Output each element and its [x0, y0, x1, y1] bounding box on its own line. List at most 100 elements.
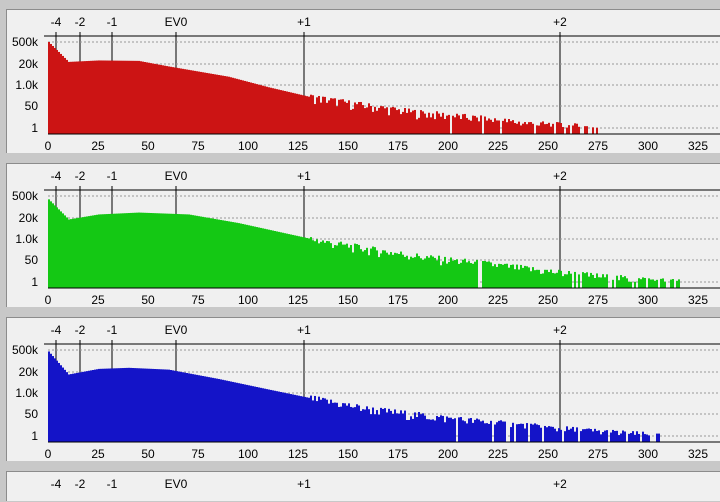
histogram-bar — [190, 214, 192, 288]
histogram-bar — [600, 277, 602, 288]
histogram-bar — [106, 368, 108, 442]
histogram-bar — [72, 373, 74, 442]
histogram-bar — [420, 414, 422, 442]
histogram-bar — [380, 106, 382, 134]
histogram-bar — [310, 94, 312, 134]
histogram-bar — [612, 279, 614, 288]
histogram-bar — [612, 429, 614, 442]
histogram-bar — [536, 269, 538, 288]
histogram-bar — [366, 107, 368, 134]
histogram-bar — [382, 408, 384, 442]
histogram-bar — [72, 61, 74, 134]
x-tick-label: 250 — [538, 293, 558, 307]
histogram-bar — [460, 417, 462, 442]
histogram-bar — [620, 275, 622, 288]
histogram-bar — [162, 65, 164, 134]
histogram-bar — [388, 408, 390, 442]
histogram-bar — [506, 263, 508, 288]
histogram-bar — [268, 229, 270, 288]
histogram-bar — [522, 267, 524, 288]
histogram-bar — [332, 98, 334, 134]
histogram-bar — [498, 120, 500, 134]
histogram-bar — [162, 213, 164, 288]
histogram-bar — [520, 125, 522, 134]
x-tick-label: 0 — [45, 139, 52, 153]
histogram-bar — [394, 252, 396, 288]
x-tick-label: 275 — [588, 139, 608, 153]
histogram-bar — [484, 116, 486, 134]
histogram-bar — [510, 121, 512, 134]
histogram-bar — [312, 400, 314, 442]
histogram-bar — [74, 218, 76, 288]
ev-label: -1 — [107, 169, 118, 183]
x-tick-label: 200 — [438, 447, 458, 461]
histogram-bar — [220, 379, 222, 442]
histogram-bar — [128, 60, 130, 135]
histogram-bar — [308, 238, 310, 288]
histogram-bar — [98, 214, 100, 288]
histogram-bar — [456, 259, 458, 288]
histogram-bar — [492, 266, 494, 288]
histogram-bar — [294, 235, 296, 288]
histogram-bar — [136, 60, 138, 134]
histogram-bar — [440, 116, 442, 134]
histogram-bar — [180, 371, 182, 442]
histogram-bar — [132, 367, 134, 442]
histogram-bar — [518, 269, 520, 288]
histogram-bar — [446, 115, 448, 134]
histogram-bar — [122, 368, 124, 442]
histogram-bar — [74, 61, 76, 135]
histogram-bar — [282, 232, 284, 288]
histogram-bar — [50, 353, 52, 442]
histogram-bar — [354, 407, 356, 442]
histogram-bar — [108, 368, 110, 442]
histogram-bar — [212, 218, 214, 288]
histogram-bar — [540, 122, 542, 134]
histogram-bar — [458, 417, 460, 442]
histogram-bar — [124, 60, 126, 134]
histogram-bar — [488, 118, 490, 134]
histogram-bar — [170, 213, 172, 288]
histogram-bar — [522, 123, 524, 134]
histogram-bar — [228, 381, 230, 442]
histogram-bar — [322, 240, 324, 288]
histogram-bar — [344, 244, 346, 288]
histogram-bar — [548, 272, 550, 288]
histogram-bar — [466, 262, 468, 288]
histogram-bar — [496, 120, 498, 134]
histogram-bar — [150, 368, 152, 442]
histogram-bar — [154, 368, 156, 442]
histogram-bar — [316, 401, 318, 442]
histogram-bar — [344, 101, 346, 134]
histogram-luminance-chart: -4 -2 -1 EV0 +1 +2 — [51, 477, 568, 491]
x-tick-label: 325 — [688, 447, 708, 461]
histogram-bar — [532, 424, 534, 442]
histogram-bar — [408, 108, 410, 134]
histogram-bar — [470, 120, 472, 134]
histogram-bar — [314, 241, 316, 288]
histogram-bar — [506, 122, 508, 134]
histogram-bar — [396, 253, 398, 288]
x-tick-label: 0 — [45, 447, 52, 461]
histogram-bar — [172, 370, 174, 442]
histogram-bar — [334, 98, 336, 134]
histogram-bar — [372, 246, 374, 288]
histogram-bar — [562, 127, 564, 134]
histogram-bar — [138, 212, 140, 288]
histogram-bar — [284, 392, 286, 442]
histogram-bar — [596, 273, 598, 288]
histogram-bar — [420, 110, 422, 134]
histogram-bar — [526, 423, 528, 442]
histogram-bar — [260, 85, 262, 134]
histogram-bar — [336, 245, 338, 288]
histogram-bar — [180, 68, 182, 134]
histogram-bar — [90, 60, 92, 135]
histogram-bar — [402, 413, 404, 442]
histogram-bar — [292, 394, 294, 442]
histogram-blue-chart: -4 -2 -1 EV0 +1 +2 500k 20k 1.0k 50 10 25 50 75 100 125… — [12, 323, 720, 461]
histogram-bar — [382, 250, 384, 288]
histogram-bar — [70, 219, 72, 288]
histogram-bar — [356, 244, 358, 288]
histogram-bar — [472, 115, 474, 134]
histogram-bar — [614, 430, 616, 442]
